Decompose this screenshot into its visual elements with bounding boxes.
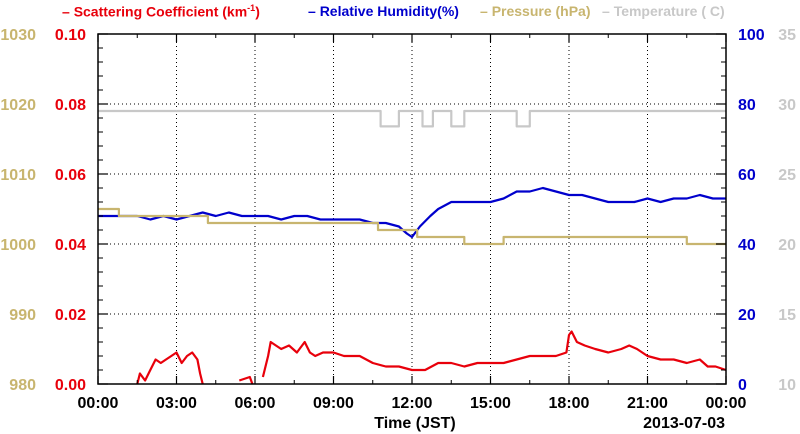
temperature-tick-label: 10 [778,377,796,394]
legend-pressure-label: Pressure (hPa) [491,3,591,19]
x-tick-label: 21:00 [627,395,668,412]
x-tick-label: 03:00 [156,395,197,412]
temperature-tick-label: 15 [778,307,796,324]
legend-dash: – [62,3,70,20]
series-humidity-line [98,186,726,239]
series-scattering-line [261,330,727,378]
temperature-tick-label: 25 [778,167,796,184]
pressure-tick-label: 980 [9,377,36,394]
pressure-tick-label: 1010 [0,167,36,184]
temperature-tick-label: 30 [778,97,796,114]
grid [98,34,726,384]
series-scattering-line [238,375,254,385]
series-scattering-line [136,351,204,385]
humidity-tick-label: 80 [738,97,756,114]
scattering-tick-label: 0.04 [55,237,86,254]
legend-temperature-label: Temperature ( C) [613,3,725,19]
axis-labels: 00:00 03:00 06:00 09:00 12:00 15:00 18:00 21:00… [0,27,796,412]
date-label: 2013-07-03 [643,415,725,432]
x-tick-label: 06:00 [235,395,276,412]
scattering-tick-label: 0.10 [55,27,86,44]
legend-humidity-label: Relative Humidity(%) [319,3,459,19]
legend-scattering: – Scattering Coefficient (km-1) [62,3,260,20]
series-lines [98,109,727,385]
scattering-tick-label: 0.08 [55,97,86,114]
scattering-tick-label: 0.00 [55,377,86,394]
x-tick-label: 18:00 [549,395,590,412]
series-pressure-line [98,207,726,246]
legend-humidity: – Relative Humidity(%) [308,3,459,19]
legend-dash: – [308,3,316,19]
x-tick-label: 00:00 [706,395,747,412]
series-temperature-line [98,109,726,128]
pressure-tick-label: 1000 [0,237,36,254]
pressure-tick-label: 990 [9,307,36,324]
temperature-tick-label: 20 [778,237,796,254]
humidity-tick-label: 40 [738,237,756,254]
axis-ticks [97,33,727,385]
pressure-tick-label: 1030 [0,27,36,44]
x-tick-label: 00:00 [78,395,119,412]
humidity-tick-label: 60 [738,167,756,184]
x-tick-label: 12:00 [392,395,433,412]
temperature-tick-label: 35 [778,27,796,44]
humidity-tick-label: 20 [738,307,756,324]
x-tick-label: 09:00 [313,395,354,412]
humidity-tick-label: 100 [738,27,765,44]
legend-scattering-sup: -1 [247,3,256,13]
scattering-tick-label: 0.02 [55,307,86,324]
x-tick-label: 15:00 [470,395,511,412]
legend-dash: – [602,3,610,19]
legend-temperature: – Temperature ( C) [602,3,725,19]
legend-scattering-label: Scattering Coefficient (km [73,3,248,20]
legend-scattering-close: ) [255,3,260,20]
x-axis-label: Time (JST) [374,415,456,432]
pressure-tick-label: 1020 [0,97,36,114]
legend-pressure: – Pressure (hPa) [480,3,591,19]
legend-dash: – [480,3,488,19]
humidity-tick-label: 0 [738,377,747,394]
scattering-tick-label: 0.06 [55,167,86,184]
